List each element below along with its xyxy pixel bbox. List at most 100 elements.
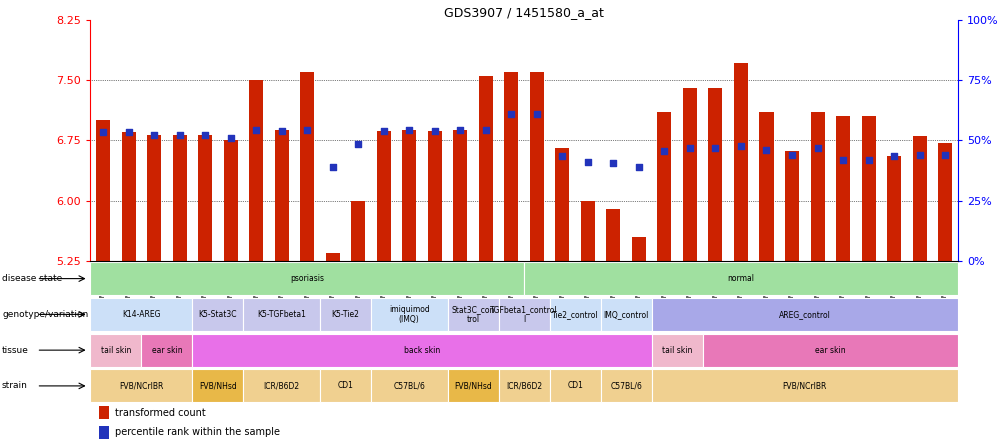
Bar <box>600 298 651 331</box>
Bar <box>377 131 391 261</box>
Point <box>784 151 800 159</box>
Bar <box>912 136 926 261</box>
Bar <box>498 298 549 331</box>
Bar <box>651 369 957 402</box>
Bar <box>733 63 747 261</box>
Bar <box>99 406 109 419</box>
Point <box>554 153 570 160</box>
Text: K5-Stat3C: K5-Stat3C <box>198 310 236 319</box>
Bar <box>402 130 416 261</box>
Bar <box>371 298 447 331</box>
Bar <box>447 369 498 402</box>
Bar <box>147 135 161 261</box>
Bar <box>192 334 651 367</box>
Point <box>95 129 111 136</box>
Bar <box>702 334 957 367</box>
Point <box>247 127 264 134</box>
Text: CD1: CD1 <box>566 381 582 390</box>
Point <box>936 151 952 159</box>
Bar <box>861 116 875 261</box>
Bar <box>300 72 314 261</box>
Point <box>860 157 876 164</box>
Point <box>350 141 366 148</box>
Text: tail skin: tail skin <box>661 345 691 355</box>
Point <box>274 127 290 134</box>
Point <box>732 143 748 150</box>
Bar <box>600 369 651 402</box>
Text: normal: normal <box>726 274 754 283</box>
Bar <box>371 369 447 402</box>
Text: CD1: CD1 <box>337 381 353 390</box>
Bar <box>478 76 492 261</box>
Point <box>299 127 315 134</box>
Bar <box>99 426 109 439</box>
Point <box>809 145 825 152</box>
Text: C57BL/6: C57BL/6 <box>393 381 425 390</box>
Bar <box>320 298 371 331</box>
Point <box>196 131 212 138</box>
Text: ear skin: ear skin <box>815 345 845 355</box>
Text: IMQ_control: IMQ_control <box>603 310 648 319</box>
Text: FVB/NCrIBR: FVB/NCrIBR <box>119 381 163 390</box>
Text: tail skin: tail skin <box>100 345 131 355</box>
Bar <box>937 143 951 261</box>
Bar <box>141 334 192 367</box>
Bar <box>453 130 467 261</box>
Bar <box>243 369 320 402</box>
Text: psoriasis: psoriasis <box>290 274 324 283</box>
Bar <box>504 72 518 261</box>
Bar <box>529 72 543 261</box>
Bar <box>549 298 600 331</box>
Bar <box>90 262 523 295</box>
Point <box>426 127 442 134</box>
Text: FVB/NHsd: FVB/NHsd <box>454 381 491 390</box>
Point <box>376 127 392 134</box>
Bar <box>90 298 192 331</box>
Point <box>528 110 544 117</box>
Point <box>655 147 671 155</box>
Text: strain: strain <box>2 381 28 390</box>
Text: FVB/NHsd: FVB/NHsd <box>198 381 236 390</box>
Point <box>401 127 417 134</box>
Bar <box>90 334 141 367</box>
Text: K14-AREG: K14-AREG <box>122 310 160 319</box>
Text: ICR/B6D2: ICR/B6D2 <box>264 381 300 390</box>
Bar <box>248 80 263 261</box>
Bar <box>172 135 186 261</box>
Text: percentile rank within the sample: percentile rank within the sample <box>114 428 280 437</box>
Bar <box>810 112 824 261</box>
Bar <box>223 140 237 261</box>
Bar <box>96 120 110 261</box>
Bar <box>886 156 900 261</box>
Bar <box>524 262 957 295</box>
Bar <box>192 369 243 402</box>
Text: ICR/B6D2: ICR/B6D2 <box>505 381 542 390</box>
Bar <box>197 135 211 261</box>
Text: transformed count: transformed count <box>114 408 205 418</box>
Bar <box>121 132 135 261</box>
Point <box>503 110 519 117</box>
Point <box>605 159 621 166</box>
Text: back skin: back skin <box>404 345 440 355</box>
Text: disease state: disease state <box>2 274 62 283</box>
Bar <box>192 298 243 331</box>
Bar <box>759 112 773 261</box>
Bar <box>90 369 192 402</box>
Point <box>758 147 774 154</box>
Bar <box>555 148 569 261</box>
Point <box>579 159 595 166</box>
Bar <box>651 334 702 367</box>
Bar <box>498 369 549 402</box>
Point <box>171 131 187 138</box>
Bar <box>549 369 600 402</box>
Bar <box>631 237 645 261</box>
Point <box>706 145 722 152</box>
Bar <box>785 151 799 261</box>
Point <box>325 163 341 170</box>
Bar <box>326 253 340 261</box>
Point <box>630 163 646 170</box>
Bar <box>682 88 696 261</box>
Point <box>477 127 493 134</box>
Text: tissue: tissue <box>2 345 29 355</box>
Text: K5-TGFbeta1: K5-TGFbeta1 <box>257 310 306 319</box>
